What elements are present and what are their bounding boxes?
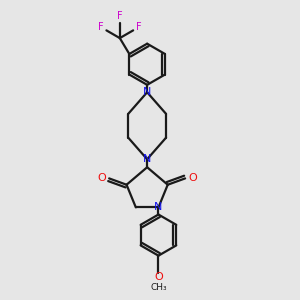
Text: O: O <box>188 173 197 183</box>
Text: O: O <box>98 173 106 183</box>
Text: N: N <box>154 202 163 212</box>
Text: F: F <box>117 11 123 21</box>
Text: O: O <box>155 272 164 283</box>
Text: CH₃: CH₃ <box>150 283 167 292</box>
Text: N: N <box>143 154 151 164</box>
Text: F: F <box>98 22 104 32</box>
Text: N: N <box>143 87 151 97</box>
Text: F: F <box>136 22 141 32</box>
